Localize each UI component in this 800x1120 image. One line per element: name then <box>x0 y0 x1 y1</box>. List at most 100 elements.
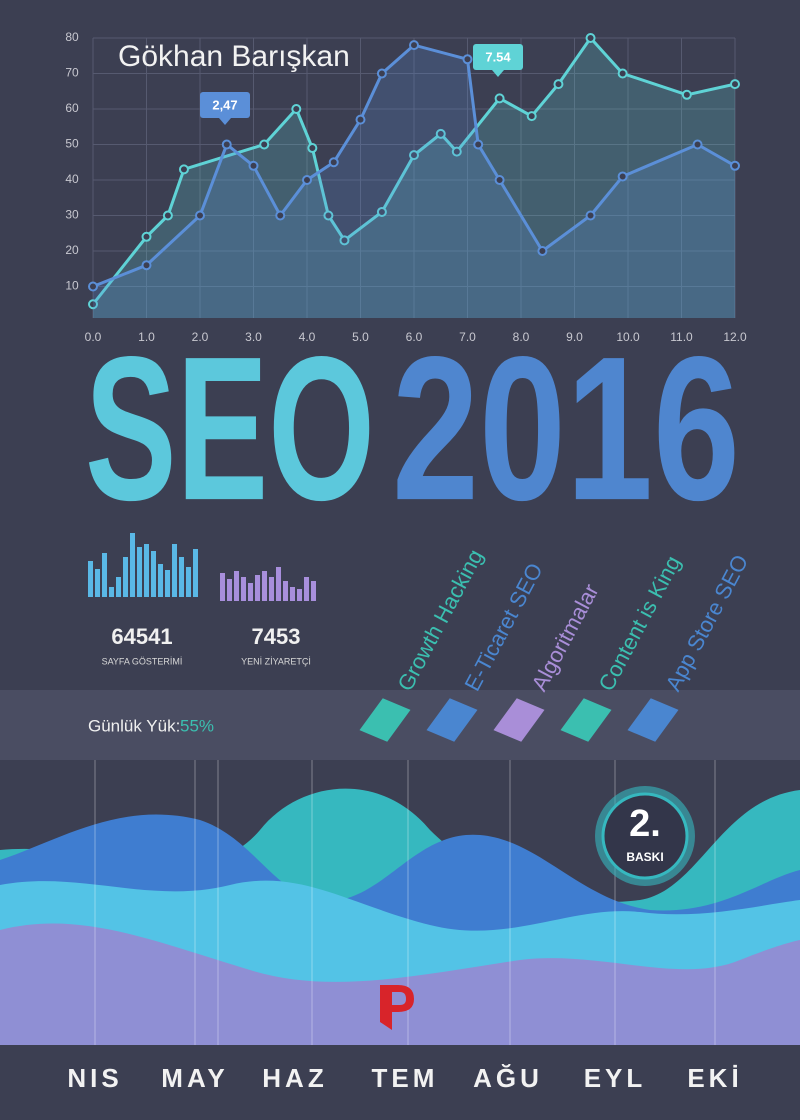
mini-bar <box>144 544 149 597</box>
point <box>617 171 628 182</box>
mini-bars <box>88 533 316 601</box>
mini-bar <box>95 569 100 597</box>
title-seo: SEO <box>85 314 375 543</box>
badge-label: BASKI <box>626 850 663 864</box>
stat-label: YENİ ZİYARETÇİ <box>241 656 311 666</box>
point <box>473 139 484 150</box>
point <box>730 160 740 171</box>
y-tick-label: 20 <box>65 243 79 257</box>
stat-number: 7453 <box>252 624 301 649</box>
mini-bar <box>102 553 107 597</box>
point <box>291 104 302 114</box>
point <box>451 146 462 157</box>
point <box>730 79 740 90</box>
stat-label: SAYFA GÖSTERİMİ <box>102 656 183 666</box>
mini-bar <box>130 533 135 597</box>
mini-bar <box>241 577 246 601</box>
line-chart: 10 20 30 40 50 60 70 80 0.0 1.0 2.0 3.0 4.0 5.0 6.0 7.0… <box>65 30 747 344</box>
point <box>141 260 152 271</box>
point <box>275 210 286 221</box>
y-tick-label: 50 <box>65 137 79 151</box>
mini-bar <box>179 557 184 597</box>
point <box>617 68 628 79</box>
x-tick-label: 9.0 <box>566 330 583 344</box>
point <box>221 139 232 150</box>
mini-bar <box>297 589 302 601</box>
logo-hole <box>392 992 406 1005</box>
mini-bar <box>165 570 170 597</box>
mini-bar <box>193 549 198 597</box>
annotation-box <box>473 44 523 70</box>
mini-bar <box>116 577 121 597</box>
annotation-pointer <box>219 118 231 125</box>
point <box>323 210 334 221</box>
x-tick-label: 1.0 <box>138 330 155 344</box>
point <box>681 89 692 100</box>
month-label: TEM <box>372 1063 439 1093</box>
point <box>248 160 259 171</box>
mini-bar <box>186 567 191 597</box>
x-tick-label: 2.0 <box>192 330 209 344</box>
series-area <box>93 45 735 318</box>
badge-number: 2. <box>629 803 661 845</box>
mini-bar <box>137 547 142 597</box>
mini-bar <box>123 557 128 597</box>
x-tick-label: 6.0 <box>406 330 423 344</box>
month-label: MAY <box>161 1063 228 1093</box>
point <box>462 54 473 65</box>
y-tick-label: 60 <box>65 101 79 115</box>
point <box>494 93 505 104</box>
badge-circle <box>601 792 689 880</box>
mini-bar <box>151 551 156 597</box>
point <box>195 210 205 221</box>
point <box>376 68 387 79</box>
point <box>259 139 270 150</box>
tag-marker <box>493 698 545 742</box>
mini-bar <box>269 577 274 601</box>
mini-bar <box>172 544 177 597</box>
y-tick-label: 70 <box>65 66 79 80</box>
point <box>376 206 387 217</box>
mini-bar <box>227 579 232 601</box>
series-line <box>91 35 736 306</box>
point <box>537 246 548 256</box>
x-tick-label: 7.0 <box>459 330 476 344</box>
mini-bar <box>248 583 253 601</box>
month-label: EKİ <box>687 1063 742 1093</box>
point <box>162 210 173 221</box>
point <box>409 40 419 51</box>
point <box>328 157 339 168</box>
mini-bar <box>220 573 225 601</box>
point <box>494 175 505 185</box>
mini-bar <box>311 581 316 601</box>
x-tick-label: 0.0 <box>85 330 102 344</box>
month-label: AĞU <box>473 1063 543 1093</box>
x-tick-label: 3.0 <box>245 330 262 344</box>
month-label: NIS <box>67 1063 122 1093</box>
x-tick-label: 4.0 <box>299 330 316 344</box>
point <box>553 79 564 90</box>
point <box>409 150 419 161</box>
x-tick-label: 10.0 <box>616 330 640 344</box>
point <box>435 128 446 139</box>
x-tick-label: 5.0 <box>352 330 369 344</box>
annotation: 2,47 <box>212 97 237 112</box>
month-label: EYL <box>584 1063 647 1093</box>
mini-bar <box>109 587 114 597</box>
publisher-logo <box>380 985 414 1030</box>
series-area <box>93 38 735 318</box>
months: NIS MAY HAZ TEM AĞU EYL EKİ <box>67 1063 742 1093</box>
annotation-pointer <box>492 70 504 77</box>
tag-marker <box>426 698 478 742</box>
point <box>355 114 366 125</box>
wave <box>0 923 800 1045</box>
mini-bar <box>304 577 309 601</box>
month-label: HAZ <box>262 1063 327 1093</box>
y-tick-label: 40 <box>65 172 79 186</box>
mini-bar <box>88 561 93 597</box>
months-band <box>0 1045 800 1120</box>
x-tick-label: 12.0 <box>723 330 747 344</box>
y-tick-label: 10 <box>65 279 79 293</box>
mini-bar <box>290 587 295 601</box>
